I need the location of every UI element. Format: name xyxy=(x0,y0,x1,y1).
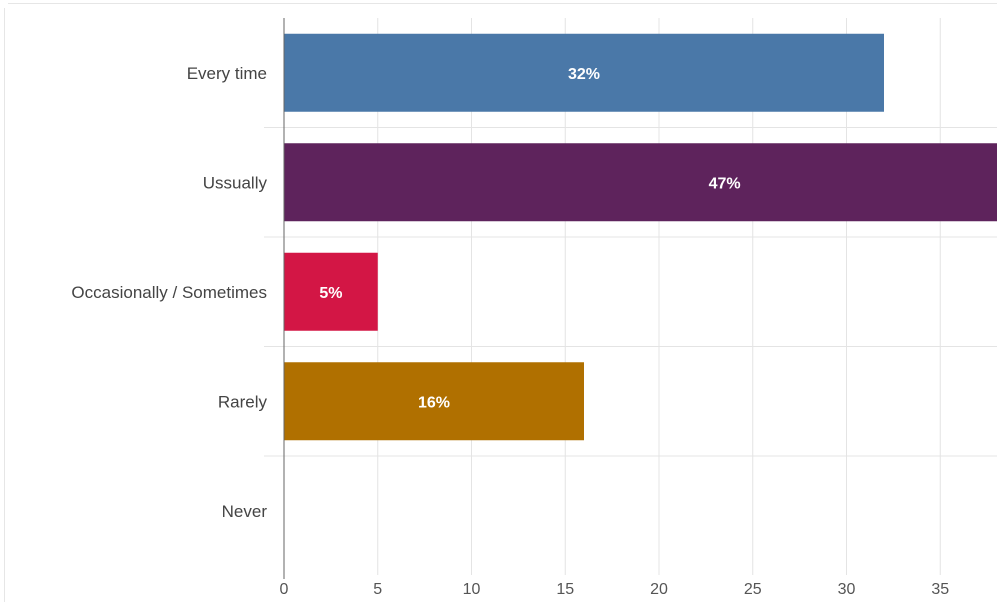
bar-layer xyxy=(284,33,997,441)
bar-occasionally-sometimes xyxy=(284,252,378,331)
data-label: 5% xyxy=(319,285,342,302)
frame-border-left xyxy=(4,8,5,602)
x-tick-label: 0 xyxy=(280,581,289,598)
x-tick-label: 25 xyxy=(744,581,762,598)
frame-border-top xyxy=(8,3,997,4)
category-label: Occasionally / Sometimes xyxy=(71,283,267,302)
bar-every-time xyxy=(284,33,884,112)
x-tick-label: 15 xyxy=(556,581,574,598)
category-label: Every time xyxy=(187,64,267,83)
x-tick-label: 30 xyxy=(838,581,856,598)
bar-ussually xyxy=(284,143,997,222)
x-tick-label: 35 xyxy=(931,581,949,598)
data-label: 32% xyxy=(568,66,600,83)
bar-rarely xyxy=(284,362,584,441)
x-tick-label: 20 xyxy=(650,581,668,598)
x-tick-label: 5 xyxy=(373,581,382,598)
data-label: 16% xyxy=(418,394,450,411)
category-label: Never xyxy=(222,502,268,521)
category-label: Rarely xyxy=(218,392,268,411)
x-tick-label: 10 xyxy=(463,581,481,598)
label-layer: 32% Every time 47% Ussually 5% Occasionally /… xyxy=(71,64,949,598)
data-label: 47% xyxy=(709,175,741,192)
category-label: Ussually xyxy=(203,173,268,192)
